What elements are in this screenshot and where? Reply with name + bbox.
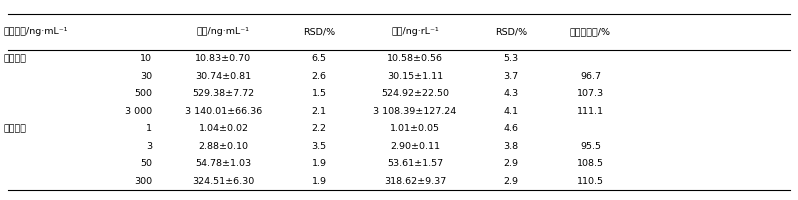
Text: 日间/ng·rL⁻¹: 日间/ng·rL⁻¹ — [391, 27, 439, 36]
Text: 10.58±0.56: 10.58±0.56 — [387, 54, 443, 63]
Text: 提取回收率/%: 提取回收率/% — [570, 27, 611, 36]
Text: 500: 500 — [134, 89, 152, 98]
Text: 3.7: 3.7 — [504, 72, 518, 81]
Text: 53.61±1.57: 53.61±1.57 — [387, 159, 443, 168]
Text: 约检测度/ng·mL⁻¹: 约检测度/ng·mL⁻¹ — [3, 27, 68, 36]
Text: 4.3: 4.3 — [504, 89, 518, 98]
Text: 2.9: 2.9 — [504, 177, 518, 186]
Text: 108.5: 108.5 — [577, 159, 604, 168]
Text: 10: 10 — [140, 54, 152, 63]
Text: 107.3: 107.3 — [577, 89, 604, 98]
Text: 3 108.39±127.24: 3 108.39±127.24 — [373, 107, 456, 116]
Text: 324.51±6.30: 324.51±6.30 — [192, 177, 255, 186]
Text: 3.5: 3.5 — [312, 142, 326, 151]
Text: 1.01±0.05: 1.01±0.05 — [390, 124, 440, 133]
Text: 4.6: 4.6 — [504, 124, 518, 133]
Text: 3.8: 3.8 — [504, 142, 518, 151]
Text: 96.7: 96.7 — [580, 72, 601, 81]
Text: 1: 1 — [146, 124, 152, 133]
Text: RSD/%: RSD/% — [303, 27, 335, 36]
Text: 氢氯啖啹: 氢氯啖啹 — [3, 124, 26, 133]
Text: 300: 300 — [134, 177, 152, 186]
Text: 2.6: 2.6 — [312, 72, 326, 81]
Text: 529.38±7.72: 529.38±7.72 — [192, 89, 255, 98]
Text: 10.83±0.70: 10.83±0.70 — [196, 54, 251, 63]
Text: 111.1: 111.1 — [577, 107, 604, 116]
Text: 50: 50 — [140, 159, 152, 168]
Text: 95.5: 95.5 — [580, 142, 601, 151]
Text: 3 000: 3 000 — [125, 107, 152, 116]
Text: 3 140.01±66.36: 3 140.01±66.36 — [185, 107, 262, 116]
Text: 厕贝沙坦: 厕贝沙坦 — [3, 54, 26, 63]
Text: 6.5: 6.5 — [312, 54, 326, 63]
Text: 1.9: 1.9 — [312, 177, 326, 186]
Text: 524.92±22.50: 524.92±22.50 — [381, 89, 449, 98]
Text: 2.88±0.10: 2.88±0.10 — [199, 142, 248, 151]
Text: 2.90±0.11: 2.90±0.11 — [390, 142, 440, 151]
Text: 1.9: 1.9 — [312, 159, 326, 168]
Text: 110.5: 110.5 — [577, 177, 604, 186]
Text: 2.1: 2.1 — [312, 107, 326, 116]
Text: 30.15±1.11: 30.15±1.11 — [387, 72, 443, 81]
Text: 日间/ng·mL⁻¹: 日间/ng·mL⁻¹ — [197, 27, 250, 36]
Text: 30: 30 — [140, 72, 152, 81]
Text: 318.62±9.37: 318.62±9.37 — [384, 177, 446, 186]
Text: 2.2: 2.2 — [312, 124, 326, 133]
Text: 2.9: 2.9 — [504, 159, 518, 168]
Text: 5.3: 5.3 — [504, 54, 518, 63]
Text: 4.1: 4.1 — [504, 107, 518, 116]
Text: RSD/%: RSD/% — [495, 27, 527, 36]
Text: 1.5: 1.5 — [312, 89, 326, 98]
Text: 1.04±0.02: 1.04±0.02 — [199, 124, 248, 133]
Text: 3: 3 — [146, 142, 152, 151]
Text: 30.74±0.81: 30.74±0.81 — [196, 72, 251, 81]
Text: 54.78±1.03: 54.78±1.03 — [196, 159, 251, 168]
